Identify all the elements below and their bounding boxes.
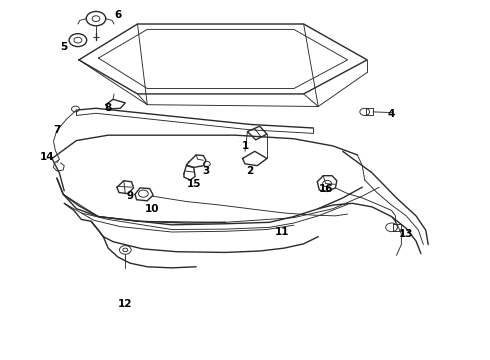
Text: 13: 13 (399, 229, 414, 239)
Text: 10: 10 (145, 204, 159, 214)
Text: 12: 12 (118, 299, 132, 309)
Text: 5: 5 (61, 42, 68, 52)
Text: 2: 2 (246, 166, 253, 176)
Text: 6: 6 (114, 10, 122, 20)
Text: 16: 16 (318, 184, 333, 194)
Text: 4: 4 (388, 109, 395, 119)
Text: 14: 14 (40, 152, 54, 162)
Text: 3: 3 (202, 166, 210, 176)
Text: 11: 11 (274, 227, 289, 237)
Text: 9: 9 (126, 191, 134, 201)
Text: 1: 1 (242, 141, 248, 151)
Text: 15: 15 (187, 179, 201, 189)
Text: 8: 8 (104, 103, 112, 113)
Text: 7: 7 (53, 125, 61, 135)
